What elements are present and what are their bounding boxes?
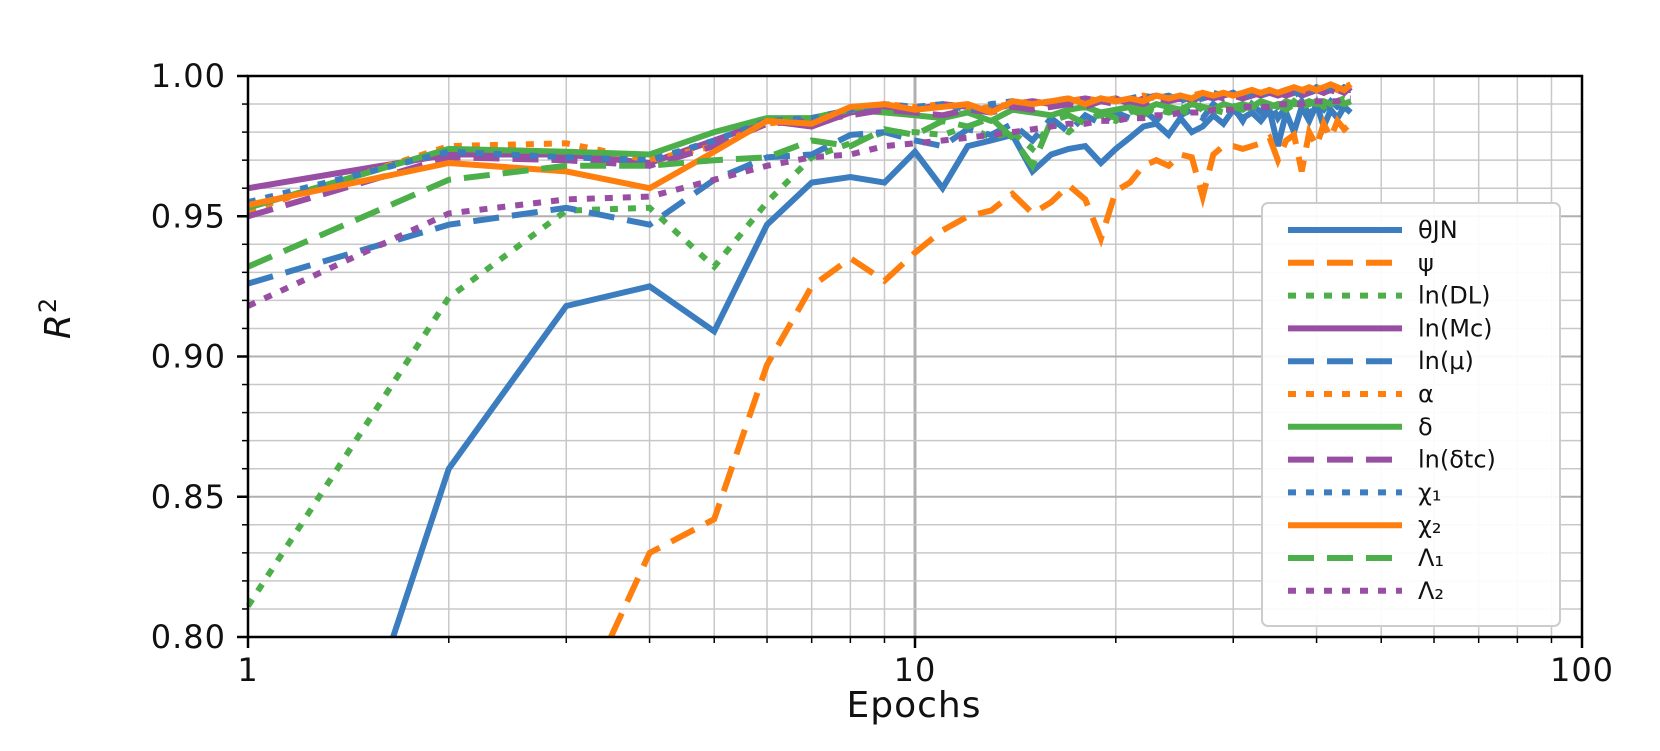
legend-label: χ₁ bbox=[1418, 478, 1441, 506]
legend: θJN ψ ln(DL) ln(Mc) ln(μ) αδ ln(δtc) χ₁ χ₂ Λ₁ Λ₂ bbox=[1261, 202, 1561, 627]
legend-label: ln(μ) bbox=[1418, 347, 1474, 375]
legend-label: θJN bbox=[1418, 216, 1458, 244]
y-tick-label: 0.95 bbox=[151, 197, 226, 235]
legend-label: ln(Mc) bbox=[1418, 314, 1493, 342]
legend-label: Λ₂ bbox=[1418, 577, 1444, 605]
plot-left-mask bbox=[0, 0, 247, 747]
legend-box bbox=[1261, 202, 1561, 627]
legend-label: δ bbox=[1418, 413, 1433, 441]
series-line-11 bbox=[246, 95, 1351, 309]
legend-label: ln(DL) bbox=[1418, 282, 1490, 310]
y-tick-label: 0.85 bbox=[151, 478, 226, 516]
y-tick-label: 0.80 bbox=[151, 618, 226, 656]
series-line-1 bbox=[608, 115, 1353, 639]
x-axis-title: Epochs bbox=[847, 685, 982, 726]
legend-label: ψ bbox=[1418, 249, 1434, 277]
y-axis-title: R2 bbox=[34, 297, 79, 339]
series-line-10 bbox=[246, 97, 1352, 270]
x-tick-label: 10 bbox=[894, 651, 937, 689]
legend-label: Λ₁ bbox=[1418, 544, 1444, 572]
legend-label: χ₂ bbox=[1418, 511, 1441, 539]
x-tick-label: 100 bbox=[1550, 651, 1614, 689]
series-line-7 bbox=[247, 86, 1351, 220]
x-tick-label: 1 bbox=[237, 651, 258, 689]
plot-bottom-mask bbox=[0, 638, 1660, 749]
series-line-9 bbox=[247, 81, 1353, 208]
axes: 1 10 100 0.80 0.85 0.90 0.95 1.00 bbox=[151, 57, 1614, 689]
legend-label: ln(δtc) bbox=[1418, 446, 1496, 474]
y-tick-label: 1.00 bbox=[151, 57, 226, 95]
legend-label: α bbox=[1418, 380, 1434, 408]
y-tick-label: 0.90 bbox=[151, 338, 226, 376]
series-line-4 bbox=[247, 95, 1353, 287]
